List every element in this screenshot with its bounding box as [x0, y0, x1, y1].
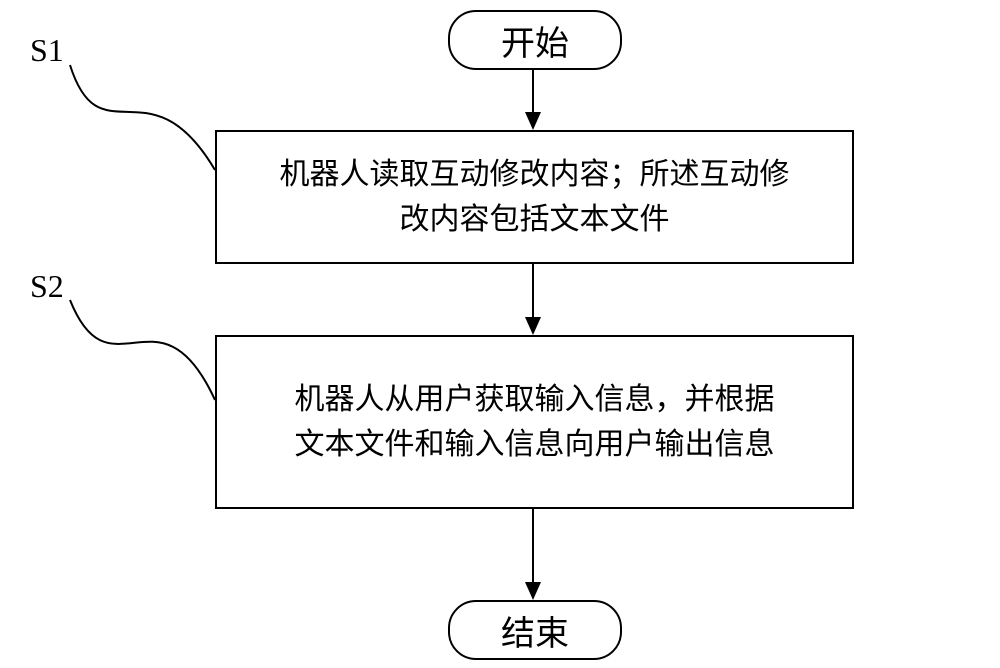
- flowchart-canvas: 开始 机器人读取互动修改内容；所述互动修 改内容包括文本文件 机器人从用户获取输…: [0, 0, 1000, 668]
- s2-callout: [0, 0, 1000, 668]
